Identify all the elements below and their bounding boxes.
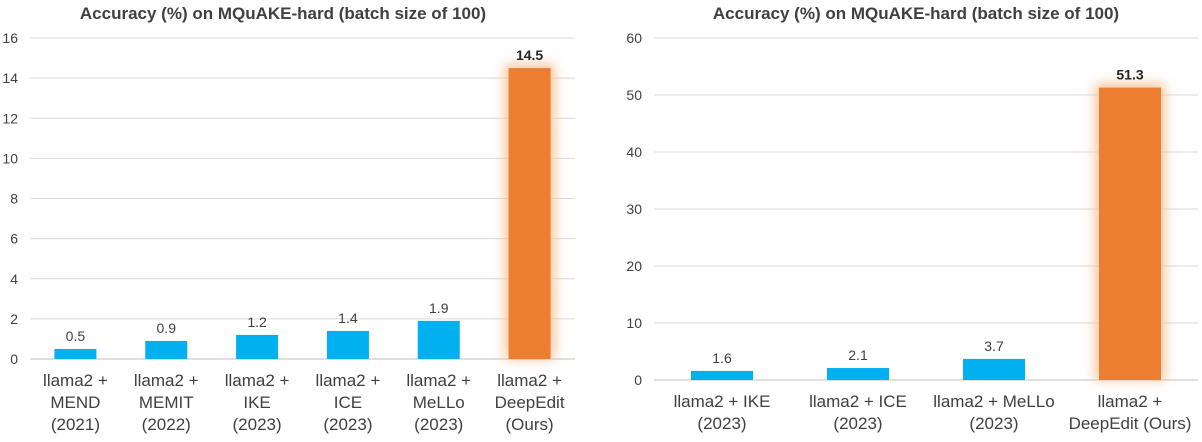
data-label: 0.9 xyxy=(157,320,177,336)
y-tick-label: 2 xyxy=(10,311,18,327)
y-tick-label: 40 xyxy=(626,144,642,160)
category-label: (2022) xyxy=(142,415,191,434)
bar xyxy=(691,370,753,380)
data-label: 1.4 xyxy=(338,310,358,326)
data-label: 51.3 xyxy=(1116,67,1143,83)
category-label: DeepEdit xyxy=(495,393,565,412)
chart-svg: Accuracy (%) on MQuAKE-hard (batch size … xyxy=(626,4,1198,433)
y-tick-label: 10 xyxy=(626,315,642,331)
data-label: 14.5 xyxy=(516,47,543,63)
category-label: (2023) xyxy=(969,414,1018,433)
chart-right: Accuracy (%) on MQuAKE-hard (batch size … xyxy=(602,0,1202,437)
bar xyxy=(236,334,279,359)
bar xyxy=(145,340,188,359)
category-label: MEMIT xyxy=(139,393,194,412)
y-tick-label: 16 xyxy=(2,30,18,46)
chart-title: Accuracy (%) on MQuAKE-hard (batch size … xyxy=(80,4,486,23)
bar xyxy=(508,68,551,359)
y-tick-label: 10 xyxy=(2,150,18,166)
category-label: (2023) xyxy=(323,415,372,434)
category-label: (2023) xyxy=(697,414,746,433)
category-label: (2023) xyxy=(233,415,282,434)
data-label: 2.1 xyxy=(848,347,868,363)
data-label: 0.5 xyxy=(66,328,86,344)
y-tick-label: 0 xyxy=(634,372,642,388)
category-label: MeLLo xyxy=(413,393,465,412)
y-tick-label: 60 xyxy=(626,30,642,46)
category-label: llama2 + xyxy=(1098,392,1163,411)
y-tick-label: 4 xyxy=(10,271,18,287)
y-tick-label: 30 xyxy=(626,201,642,217)
y-tick-label: 20 xyxy=(626,258,642,274)
category-label: llama2 + xyxy=(316,371,381,390)
y-tick-label: 6 xyxy=(10,231,18,247)
bar xyxy=(417,320,460,359)
data-label: 1.6 xyxy=(712,350,732,366)
y-tick-label: 14 xyxy=(2,70,18,86)
category-label: llama2 + xyxy=(406,371,471,390)
category-label: (2021) xyxy=(51,415,100,434)
chart-svg: Accuracy (%) on MQuAKE-hard (batch size … xyxy=(2,4,575,434)
category-label: (Ours) xyxy=(505,415,553,434)
category-label: ICE xyxy=(334,393,362,412)
category-label: IKE xyxy=(243,393,270,412)
category-label: llama2 + ICE xyxy=(809,392,907,411)
data-label: 3.7 xyxy=(984,338,1004,354)
category-label: llama2 + xyxy=(497,371,562,390)
y-tick-label: 50 xyxy=(626,87,642,103)
category-label: llama2 + IKE xyxy=(674,392,771,411)
y-tick-label: 0 xyxy=(10,351,18,367)
category-label: (2023) xyxy=(414,415,463,434)
category-label: llama2 + xyxy=(134,371,199,390)
bar xyxy=(54,348,97,359)
bar xyxy=(326,330,369,359)
bar xyxy=(963,358,1025,380)
category-label: (2023) xyxy=(833,414,882,433)
data-label: 1.9 xyxy=(429,300,449,316)
category-label: llama2 + MeLLo xyxy=(933,392,1054,411)
category-label: MEND xyxy=(50,393,100,412)
category-label: llama2 + xyxy=(225,371,290,390)
category-label: llama2 + xyxy=(43,371,108,390)
bar xyxy=(827,368,889,380)
y-tick-label: 8 xyxy=(10,191,18,207)
category-label: DeepEdit (Ours) xyxy=(1069,414,1192,433)
bar xyxy=(1099,87,1161,380)
y-tick-label: 12 xyxy=(2,110,18,126)
data-label: 1.2 xyxy=(247,314,267,330)
chart-title: Accuracy (%) on MQuAKE-hard (batch size … xyxy=(713,4,1119,23)
chart-left: Accuracy (%) on MQuAKE-hard (batch size … xyxy=(0,0,600,437)
